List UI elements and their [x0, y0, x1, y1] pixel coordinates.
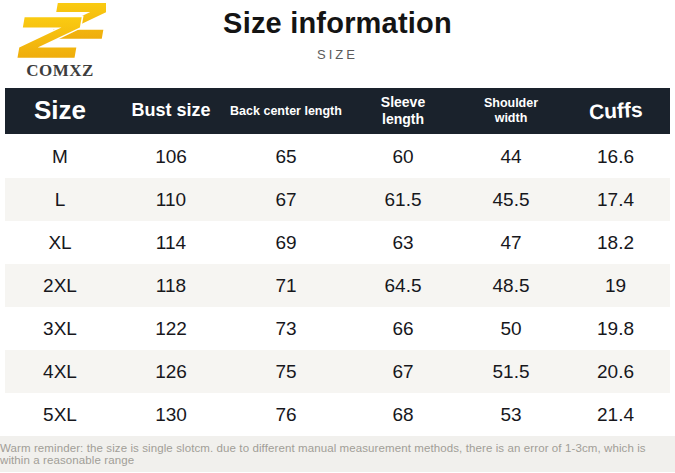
- table-row: 2XL1187164.548.519: [5, 264, 670, 307]
- size-cell: 4XL: [5, 350, 115, 393]
- table-row: 5XL13076685321.4: [5, 393, 670, 436]
- warm-reminder-note: Warm reminder: the size is single slotcm…: [0, 442, 675, 466]
- column-header-shoulder-width: Shoulder width: [461, 88, 561, 135]
- value-cell: 110: [115, 178, 227, 221]
- column-header-back-center-length: Back center length: [227, 88, 345, 135]
- table-row: XL11469634718.2: [5, 221, 670, 264]
- value-cell: 67: [345, 350, 461, 393]
- footer-bar: Warm reminder: the size is single slotcm…: [0, 436, 675, 472]
- double-z-logo-icon: [14, 3, 106, 60]
- table-row: 3XL12273665019.8: [5, 307, 670, 350]
- value-cell: 71: [227, 264, 345, 307]
- value-cell: 65: [227, 135, 345, 178]
- value-cell: 68: [345, 393, 461, 436]
- value-cell: 69: [227, 221, 345, 264]
- value-cell: 122: [115, 307, 227, 350]
- size-cell: L: [5, 178, 115, 221]
- value-cell: 114: [115, 221, 227, 264]
- value-cell: 76: [227, 393, 345, 436]
- value-cell: 61.5: [345, 178, 461, 221]
- size-cell: M: [5, 135, 115, 178]
- value-cell: 73: [227, 307, 345, 350]
- value-cell: 19.8: [561, 307, 670, 350]
- value-cell: 66: [345, 307, 461, 350]
- value-cell: 47: [461, 221, 561, 264]
- value-cell: 21.4: [561, 393, 670, 436]
- value-cell: 63: [345, 221, 461, 264]
- value-cell: 20.6: [561, 350, 670, 393]
- value-cell: 16.6: [561, 135, 670, 178]
- size-information-page: COMXZ Size information SIZE Size Bust si…: [0, 0, 675, 473]
- column-header-bust-size: Bust size: [115, 88, 227, 135]
- header-row: Size Bust size Back center length Sleeve…: [5, 88, 670, 135]
- table-row: L1106761.545.517.4: [5, 178, 670, 221]
- size-cell: 3XL: [5, 307, 115, 350]
- size-table: Size Bust size Back center length Sleeve…: [5, 88, 670, 436]
- value-cell: 106: [115, 135, 227, 178]
- column-header-cuffs-label: Cuffs: [588, 97, 643, 124]
- value-cell: 60: [345, 135, 461, 178]
- brand-name: COMXZ: [12, 61, 108, 81]
- value-cell: 17.4: [561, 178, 670, 221]
- value-cell: 44: [461, 135, 561, 178]
- value-cell: 67: [227, 178, 345, 221]
- table-row: 4XL126756751.520.6: [5, 350, 670, 393]
- value-cell: 118: [115, 264, 227, 307]
- size-table-body: M10665604416.6L1106761.545.517.4XL114696…: [5, 135, 670, 436]
- column-header-size: Size: [5, 88, 115, 135]
- value-cell: 53: [461, 393, 561, 436]
- brand-logo: COMXZ: [12, 3, 108, 81]
- value-cell: 45.5: [461, 178, 561, 221]
- table-row: M10665604416.6: [5, 135, 670, 178]
- column-header-sleeve-length-label: Sleeve length: [373, 94, 433, 127]
- value-cell: 126: [115, 350, 227, 393]
- column-header-sleeve-length: Sleeve length: [345, 88, 461, 135]
- value-cell: 75: [227, 350, 345, 393]
- value-cell: 130: [115, 393, 227, 436]
- size-cell: 5XL: [5, 393, 115, 436]
- page-header: COMXZ Size information SIZE: [0, 0, 675, 88]
- value-cell: 64.5: [345, 264, 461, 307]
- value-cell: 19: [561, 264, 670, 307]
- column-header-cuffs: Cuffs: [561, 88, 670, 135]
- size-cell: 2XL: [5, 264, 115, 307]
- size-table-header: Size Bust size Back center length Sleeve…: [5, 88, 670, 135]
- size-cell: XL: [5, 221, 115, 264]
- value-cell: 50: [461, 307, 561, 350]
- value-cell: 51.5: [461, 350, 561, 393]
- value-cell: 48.5: [461, 264, 561, 307]
- column-header-shoulder-width-label: Shoulder width: [481, 96, 541, 126]
- value-cell: 18.2: [561, 221, 670, 264]
